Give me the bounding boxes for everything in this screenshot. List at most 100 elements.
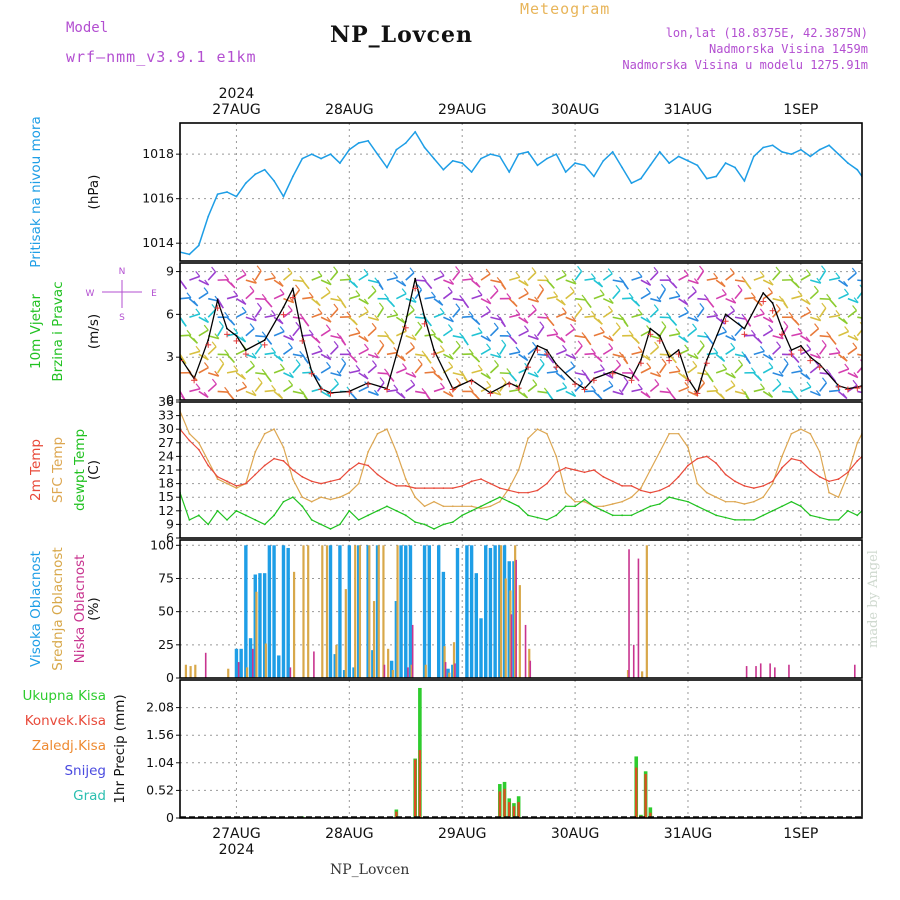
wind-barb: [565, 328, 575, 337]
series-line-pressure: [180, 130, 862, 256]
wind-barb: [433, 387, 445, 393]
wind-barb-flag: [249, 323, 255, 329]
panel-pressure: 1014 1016 1018 Pritisak na nivou mora (hPa): [28, 116, 863, 268]
wind-barb: [819, 382, 828, 392]
wind-barb: [546, 370, 558, 374]
wind-barb-flag: [204, 317, 209, 323]
panel-data-precip: [180, 687, 862, 818]
data-point: [677, 432, 680, 435]
wind-barb: [556, 386, 567, 393]
wind-barb: [762, 292, 773, 300]
wind-barb: [574, 372, 587, 376]
wind-barb: [264, 277, 276, 281]
wind-barb-flag: [821, 302, 827, 309]
panel-precip: 0 0.52 1.04 1.56 2.08 Ukupna Kisa Konvek.Kisa Z…: [23, 679, 863, 825]
wind-barb-flag: [511, 375, 517, 382]
wind-barb: [631, 275, 643, 281]
wind-barb-flag: [577, 340, 583, 347]
wind-barb-flag: [844, 326, 850, 332]
wind-barb-flag: [426, 320, 432, 327]
cloud-bar-low: [759, 663, 762, 678]
wind-barb-flag: [493, 285, 499, 292]
wind-barb-flag: [523, 287, 529, 294]
wind-barb: [762, 279, 774, 286]
wind-barb-flag: [224, 349, 230, 356]
wind-barb-flag: [203, 287, 209, 294]
wind-barb: [330, 372, 342, 377]
wind-barb: [518, 367, 529, 374]
wind-barb-flag: [389, 338, 395, 345]
wind-barb-flag: [304, 320, 310, 327]
data-point: [658, 450, 661, 453]
data-point: [743, 179, 746, 182]
data-point: [715, 514, 718, 517]
wind-barb-flag: [853, 334, 859, 341]
data-point: [451, 487, 454, 490]
wind-barb-flag: [637, 346, 643, 353]
wind-barb-flag: [586, 302, 592, 308]
wind-barb: [207, 372, 219, 377]
data-point: [489, 500, 492, 503]
cloud-bar-high: [239, 648, 243, 678]
precip-legend-item: Grad: [73, 788, 106, 804]
wind-barb: [809, 353, 821, 359]
wind-barb-flag: [439, 382, 445, 389]
data-point: [574, 500, 576, 503]
wind-barb: [631, 350, 643, 356]
wind-barb-flag: [447, 324, 453, 330]
wind-barb-flag: [684, 344, 690, 351]
wind-barb-flag: [806, 381, 812, 388]
day-label-bottom: 30AUG: [551, 826, 600, 842]
data-point: [207, 523, 210, 526]
data-point: [781, 505, 783, 508]
wind-barb: [687, 365, 698, 374]
wind-barb: [320, 329, 331, 337]
cloud-bar-mid: [626, 670, 630, 678]
wind-barb: [565, 390, 576, 397]
precip-bar-convective: [517, 802, 520, 818]
data-point: [658, 503, 661, 505]
wind-barb: [828, 389, 841, 393]
wind-barb: [452, 345, 461, 355]
data-point: [743, 484, 746, 487]
wind-barb-flag: [333, 341, 339, 347]
wind-barb-flag: [287, 342, 293, 349]
wind-barb: [198, 390, 209, 398]
wind-barb-flag: [788, 274, 794, 281]
wind-barb: [198, 329, 209, 337]
wind-barb-flag: [352, 319, 358, 326]
wind-barb: [329, 383, 339, 393]
wind-barb: [593, 368, 605, 374]
cloud-bar-mid: [641, 671, 644, 678]
axis-label-clouds: Visoka Oblacnost: [28, 551, 44, 667]
data-point: [545, 482, 548, 485]
wind-barb-flag: [439, 270, 445, 277]
data-point: [734, 518, 736, 521]
data-point: [762, 146, 765, 149]
data-point: [640, 487, 642, 490]
wind-barb: [847, 372, 859, 379]
wind-barb-flag: [463, 339, 469, 346]
wind-barb: [678, 386, 690, 393]
cloud-bar-high: [347, 545, 352, 678]
wind-barb: [847, 297, 859, 304]
wind-barb: [696, 345, 705, 355]
wind-barb-flag: [813, 285, 819, 292]
data-point: [226, 480, 228, 483]
data-point: [536, 344, 539, 347]
wind-barb: [405, 372, 417, 378]
wind-barb-flag: [852, 342, 858, 349]
wind-barb: [480, 335, 492, 342]
data-point: [724, 473, 727, 476]
wind-barb-flag: [204, 279, 210, 286]
wind-barb-flag: [242, 381, 247, 388]
day-label-bottom: 28AUG: [325, 826, 374, 842]
data-point: [498, 500, 501, 503]
panel-frame: [179, 539, 863, 679]
wind-barb-flag: [523, 280, 529, 286]
data-point: [846, 473, 849, 476]
wind-barb-flag: [485, 268, 491, 275]
wind-barb: [555, 312, 567, 318]
wind-barb-flag: [431, 329, 436, 335]
wind-barb-flag: [709, 301, 715, 308]
